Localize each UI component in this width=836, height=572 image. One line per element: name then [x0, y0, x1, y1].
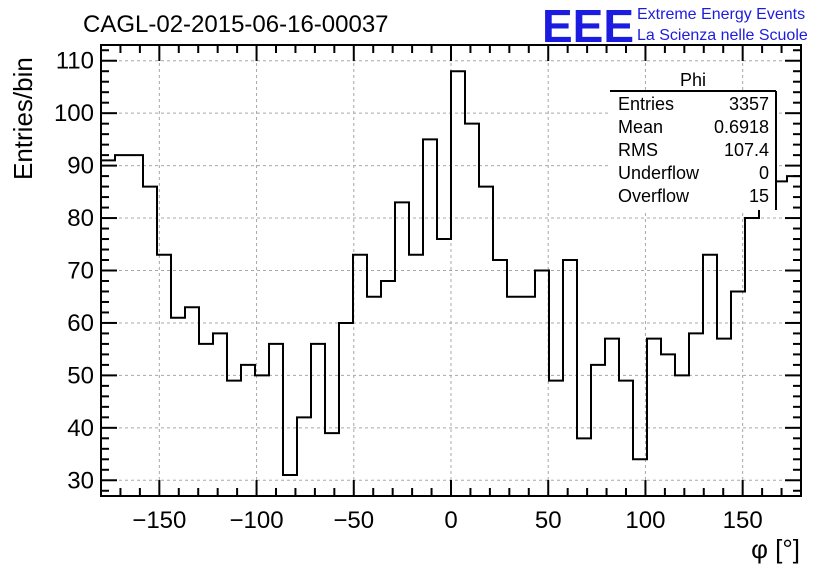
stats-row-label: RMS [618, 140, 658, 160]
axis-ticks [100, 45, 802, 496]
y-tick-label: 40 [67, 415, 94, 442]
logo-line-2: La Scienza nelle Scuole [637, 27, 808, 44]
y-tick-label: 30 [67, 467, 94, 494]
y-tick-labels: 30 40 50 60 70 80 90 100 110 [54, 48, 94, 495]
histogram-bins [101, 70, 801, 477]
x-tick-label: −150 [132, 507, 186, 534]
stats-row-value: 0.6918 [714, 117, 769, 137]
x-tick-label: 150 [723, 507, 763, 534]
y-tick-label: 80 [67, 205, 94, 232]
y-tick-label: 50 [67, 362, 94, 389]
x-tick-label: 100 [625, 507, 665, 534]
y-tick-label: 100 [54, 100, 94, 127]
stats-box-background [610, 90, 776, 210]
y-tick-label: 70 [67, 258, 94, 285]
y-tick-label: 60 [67, 310, 94, 337]
y-tick-label: 90 [67, 153, 94, 180]
eee-logo: EEE Extreme Energy Events La Scienza nel… [542, 0, 808, 52]
logo-line-1: Extreme Energy Events [637, 6, 805, 23]
stats-row-value: 107.4 [724, 140, 769, 160]
y-axis-label: Entries/bin [8, 57, 38, 180]
histogram-outline [101, 70, 801, 477]
x-tick-label: 0 [444, 507, 457, 534]
y-tick-label: 110 [56, 48, 94, 75]
stats-row-label: Mean [618, 117, 663, 137]
stats-box: Phi Entries 3357 Mean 0.6918 RMS 107.4 Underfl… [610, 70, 777, 210]
plot-frame [100, 44, 802, 497]
x-axis-label: φ [°] [751, 534, 800, 564]
x-tick-label: −100 [230, 507, 284, 534]
chart-title: CAGL-02-2015-06-16-00037 [83, 11, 389, 38]
x-tick-label: −50 [333, 507, 374, 534]
stats-row-label: Overflow [618, 186, 690, 206]
stats-row-label: Underflow [618, 163, 700, 183]
stats-title: Phi [680, 70, 706, 90]
stats-rows: Entries 3357 Mean 0.6918 RMS 107.4 Underflow 0 O… [618, 94, 769, 206]
stats-row-label: Entries [618, 94, 674, 114]
logo-mark: EEE [542, 0, 634, 52]
x-tick-labels: −150 −100 −50 0 50 100 150 [132, 507, 762, 534]
stats-row-value: 0 [759, 163, 769, 183]
x-tick-label: 50 [535, 507, 562, 534]
stats-row-value: 15 [749, 186, 769, 206]
stats-row-value: 3357 [729, 94, 769, 114]
